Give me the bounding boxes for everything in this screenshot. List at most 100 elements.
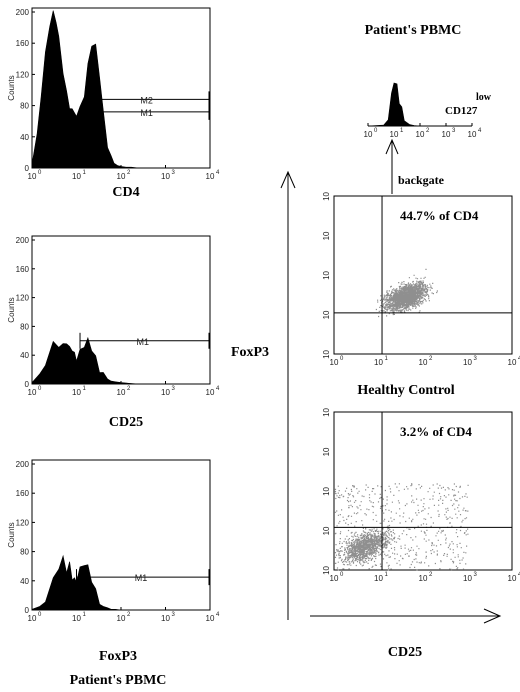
hist-cd4-xtick-exp: 3 [172, 170, 176, 176]
dot-healthy-xtick-label: 10 [419, 574, 428, 583]
dot-patient-xtick-exp: 2 [429, 356, 433, 362]
hist-cd4-xtick-exp: 1 [83, 170, 87, 176]
dot-patient-xtick-label: 10 [374, 358, 383, 367]
hist-foxp3-xtick-label: 10 [117, 614, 126, 623]
hist-cd25-xtick-label: 10 [28, 388, 37, 397]
hist-cd127-xtick-exp: 0 [374, 128, 378, 134]
hist-cd127-group: 10 0 10 1 10 2 10 3 10 4 [364, 82, 482, 139]
hist-cd4-ylabel: Counts [7, 75, 16, 100]
label-cd25-axis: CD25 [388, 645, 422, 660]
hist-cd25-xtick-exp: 0 [38, 386, 42, 392]
hist-cd25-ylabel: Counts [7, 297, 16, 322]
label-foxp3-axis: FoxP3 [231, 345, 269, 360]
hist-cd4-xtick-label: 10 [72, 172, 81, 181]
label-cd4: CD4 [112, 185, 139, 200]
hist-cd25-xtick-label: 10 [206, 388, 215, 397]
dot-healthy-ytick-label: 10 [322, 407, 331, 416]
hist-cd4-ytick-label: 120 [16, 70, 30, 79]
title-bottom: Patient's PBMC [70, 673, 167, 688]
hist-cd4-ytick-label: 160 [16, 39, 30, 48]
hist-cd4-xtick-exp: 0 [38, 170, 42, 176]
hist-cd4-histogram [31, 10, 166, 169]
dot-patient-xtick-exp: 1 [385, 356, 389, 362]
hist-cd127-xtick-label: 10 [390, 130, 399, 139]
hist-cd4-xtick-label: 10 [28, 172, 37, 181]
hist-cd25-xtick-label: 10 [117, 388, 126, 397]
hist-foxp3-histogram [31, 554, 166, 611]
hist-cd25-ytick-label: 120 [16, 294, 30, 303]
dot-patient-ytick-label: 10 [322, 191, 331, 200]
dot-patient-xtick-label: 10 [463, 358, 472, 367]
hist-cd25-xtick-exp: 1 [83, 386, 87, 392]
dot-patient-dots [375, 268, 438, 318]
hist-foxp3-ylabel: Counts [7, 522, 16, 547]
dot-healthy-xtick-exp: 0 [340, 572, 344, 578]
hist-cd25-xtick-exp: 3 [172, 386, 176, 392]
hist-foxp3-xtick-label: 10 [72, 614, 81, 623]
foxp3-arrow-head [280, 170, 296, 189]
hist-cd25-gate-label: M1 [137, 337, 150, 347]
hist-cd25-xtick-exp: 2 [127, 386, 131, 392]
dot-healthy-xtick-exp: 4 [518, 572, 520, 578]
hist-cd4-ytick-label: 0 [25, 164, 30, 173]
dot-healthy-xtick-label: 10 [374, 574, 383, 583]
hist-cd4-xtick-label: 10 [161, 172, 170, 181]
dot-healthy-dots [334, 483, 469, 571]
hist-cd4-gate-label: M1 [140, 108, 153, 118]
dot-healthy-ytick-label: 10 [322, 486, 331, 495]
dot-healthy-xtick-exp: 2 [429, 572, 433, 578]
hist-cd25-histogram [31, 336, 187, 385]
dot-patient-frame [333, 195, 513, 355]
hist-cd25-xtick-exp: 4 [216, 386, 220, 392]
hist-foxp3-xtick-label: 10 [28, 614, 37, 623]
cd25-arrow-head [483, 608, 502, 624]
hist-cd4-ytick-label: 40 [20, 133, 29, 142]
hist-foxp3-gate-label: M1 [135, 573, 148, 583]
hist-cd25-ytick-label: 80 [20, 322, 29, 331]
dot-patient-annotation: 44.7% of CD4 [400, 208, 479, 223]
hist-foxp3-xtick-label: 10 [206, 614, 215, 623]
dot-patient-ytick-label: 10 [322, 349, 331, 358]
hist-cd127-xtick-exp: 3 [452, 128, 456, 134]
hist-foxp3-xtick-exp: 2 [127, 612, 131, 618]
dot-patient-xtick-label: 10 [330, 358, 339, 367]
dot-healthy-ytick-label: 10 [322, 447, 331, 456]
dot-patient-xtick-label: 10 [419, 358, 428, 367]
dot-patient-ytick-label: 10 [322, 310, 331, 319]
hist-cd127-xtick-exp: 2 [426, 128, 430, 134]
hist-cd25-ytick-label: 0 [25, 380, 30, 389]
dot-healthy-ytick-label: 10 [322, 526, 331, 535]
hist-foxp3-ytick-label: 0 [25, 606, 30, 615]
backgate-arrow-head [385, 138, 399, 155]
hist-foxp3-xtick-exp: 0 [38, 612, 42, 618]
hist-cd127-xtick-exp: 4 [478, 128, 482, 134]
label-cd25-hist: CD25 [109, 415, 143, 430]
label-foxp3-hist: FoxP3 [99, 649, 137, 664]
dot-healthy-annotation: 3.2% of CD4 [400, 424, 472, 439]
dot-healthy-xtick-label: 10 [463, 574, 472, 583]
hist-cd4-xtick-label: 10 [117, 172, 126, 181]
hist-cd127-xtick-label: 10 [468, 130, 477, 139]
hist-cd4-ytick-label: 80 [20, 102, 29, 111]
dot-patient-ytick-label: 10 [322, 270, 331, 279]
label-cd127: CD127 [445, 105, 478, 117]
hist-foxp3-xtick-exp: 3 [172, 612, 176, 618]
label-cd127-sup: low [476, 92, 492, 103]
dot-patient-ytick-label: 10 [322, 231, 331, 240]
hist-cd4-xtick-exp: 2 [127, 170, 131, 176]
dot-healthy-frame [333, 411, 513, 571]
hist-foxp3-ytick-label: 40 [20, 577, 29, 586]
dot-healthy-xtick-label: 10 [508, 574, 517, 583]
hist-cd25-xtick-label: 10 [72, 388, 81, 397]
hist-cd127-histogram [367, 82, 433, 127]
dot-patient-xtick-exp: 0 [340, 356, 344, 362]
hist-cd4-ytick-label: 200 [16, 8, 30, 17]
hist-cd127-xtick-label: 10 [442, 130, 451, 139]
hist-cd25-xtick-label: 10 [161, 388, 170, 397]
hist-cd127-xtick-exp: 1 [400, 128, 404, 134]
dot-patient-xtick-label: 10 [508, 358, 517, 367]
